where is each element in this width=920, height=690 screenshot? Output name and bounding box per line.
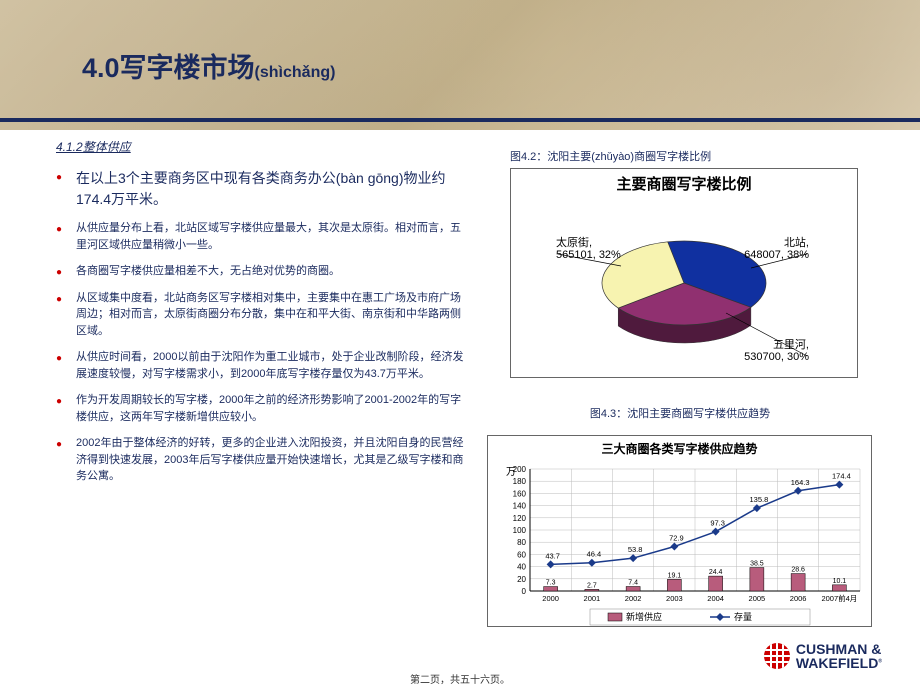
- svg-text:174.4: 174.4: [832, 472, 851, 481]
- list-item: 在以上3个主要商务区中现有各类商务办公(bàn gōng)物业约174.4万平米…: [56, 168, 466, 210]
- svg-text:7.3: 7.3: [546, 580, 556, 587]
- svg-text:180: 180: [513, 477, 527, 486]
- svg-text:24.4: 24.4: [709, 569, 723, 576]
- pie-caption: 图4.2：沈阳主要(zhǔyào)商圈写字楼比例: [510, 148, 810, 164]
- svg-text:72.9: 72.9: [669, 534, 684, 543]
- svg-text:2005: 2005: [749, 594, 766, 603]
- line-chart: 三大商圈各类写字楼供应趋势 万0204060801001201401601802…: [487, 435, 872, 627]
- section-subtitle: 4.1.2整体供应: [56, 138, 131, 155]
- logo-text: CUSHMAN & WAKEFIELD®: [796, 642, 882, 670]
- svg-text:2002: 2002: [625, 594, 642, 603]
- svg-text:530700, 30%: 530700, 30%: [744, 351, 809, 363]
- svg-text:新增供应: 新增供应: [626, 611, 662, 622]
- svg-text:46.4: 46.4: [587, 550, 602, 559]
- list-item: 从区域集中度看，北站商务区写字楼相对集中，主要集中在惠工广场及市府广场周边；相对…: [56, 290, 466, 340]
- svg-text:648007, 38%: 648007, 38%: [744, 249, 809, 261]
- banner-stripe: [0, 118, 920, 122]
- svg-text:2006: 2006: [790, 594, 807, 603]
- svg-text:10.1: 10.1: [833, 578, 847, 585]
- pie-svg: 北站,648007, 38% 五里河,530700, 30% 太原街,565101,…: [511, 198, 857, 383]
- svg-text:2001: 2001: [584, 594, 601, 603]
- title-main: 4.0写字楼市场: [82, 53, 255, 83]
- svg-text:100: 100: [513, 526, 527, 535]
- header-banner: 4.0写字楼市场(shìchǎng): [0, 0, 920, 130]
- page-footer: 第二页，共五十六页。: [0, 671, 920, 686]
- svg-text:北站,: 北站,: [784, 235, 809, 249]
- line-svg: 万0204060801001201401601802007.32.77.419.…: [488, 461, 871, 631]
- line-title: 三大商圈各类写字楼供应趋势: [488, 436, 871, 461]
- line-caption: 图4.3：沈阳主要商圈写字楼供应趋势: [510, 405, 850, 421]
- title-paren: (shìchǎng): [255, 64, 336, 81]
- svg-text:135.8: 135.8: [749, 495, 768, 504]
- svg-text:160: 160: [513, 489, 527, 498]
- list-item: 2002年由于整体经济的好转，更多的企业进入沈阳投资，并且沈阳自身的民营经济得到…: [56, 435, 466, 485]
- logo-line2: WAKEFIELD: [796, 655, 878, 671]
- svg-text:太原街,: 太原街,: [556, 235, 592, 249]
- svg-text:120: 120: [513, 514, 527, 523]
- svg-text:164.3: 164.3: [791, 478, 810, 487]
- svg-text:2003: 2003: [666, 594, 683, 603]
- slide-title: 4.0写字楼市场(shìchǎng): [82, 46, 335, 85]
- svg-text:565101, 32%: 565101, 32%: [556, 249, 621, 261]
- svg-text:28.6: 28.6: [791, 567, 805, 574]
- svg-text:20: 20: [517, 575, 526, 584]
- pie-title: 主要商圈写字楼比例: [511, 169, 857, 198]
- svg-text:60: 60: [517, 550, 526, 559]
- logo-sub: ®: [878, 658, 882, 664]
- svg-text:140: 140: [513, 502, 527, 511]
- globe-icon: [764, 643, 790, 669]
- svg-text:19.1: 19.1: [668, 572, 682, 579]
- svg-text:43.7: 43.7: [545, 551, 560, 560]
- svg-text:2000: 2000: [542, 594, 559, 603]
- list-item: 从供应量分布上看，北站区域写字楼供应量最大，其次是太原街。相对而言，五里河区域供…: [56, 220, 466, 253]
- svg-text:97.3: 97.3: [710, 519, 725, 528]
- svg-text:0: 0: [522, 587, 527, 596]
- pie-chart: 主要商圈写字楼比例 北站,648007, 38% 五里河,530700, 30% 太…: [510, 168, 858, 378]
- svg-text:80: 80: [517, 538, 526, 547]
- svg-text:200: 200: [513, 465, 527, 474]
- bullet-list: 在以上3个主要商务区中现有各类商务办公(bàn gōng)物业约174.4万平米…: [56, 168, 466, 495]
- svg-text:存量: 存量: [734, 611, 752, 622]
- svg-text:2.7: 2.7: [587, 582, 597, 589]
- brand-logo: CUSHMAN & WAKEFIELD®: [764, 642, 882, 670]
- svg-text:五里河,: 五里河,: [773, 338, 809, 351]
- svg-text:2004: 2004: [707, 594, 724, 603]
- list-item: 作为开发周期较长的写字楼，2000年之前的经济形势影响了2001-2002年的写…: [56, 392, 466, 425]
- list-item: 各商圈写字楼供应量相差不大，无占绝对优势的商圈。: [56, 263, 466, 280]
- list-item: 从供应时间看，2000以前由于沈阳作为重工业城市，处于企业改制阶段，经济发展速度…: [56, 349, 466, 382]
- svg-text:53.8: 53.8: [628, 545, 643, 554]
- svg-text:40: 40: [517, 563, 526, 572]
- svg-text:2007前4月: 2007前4月: [821, 593, 857, 603]
- svg-text:7.4: 7.4: [628, 579, 638, 586]
- svg-text:38.5: 38.5: [750, 561, 764, 568]
